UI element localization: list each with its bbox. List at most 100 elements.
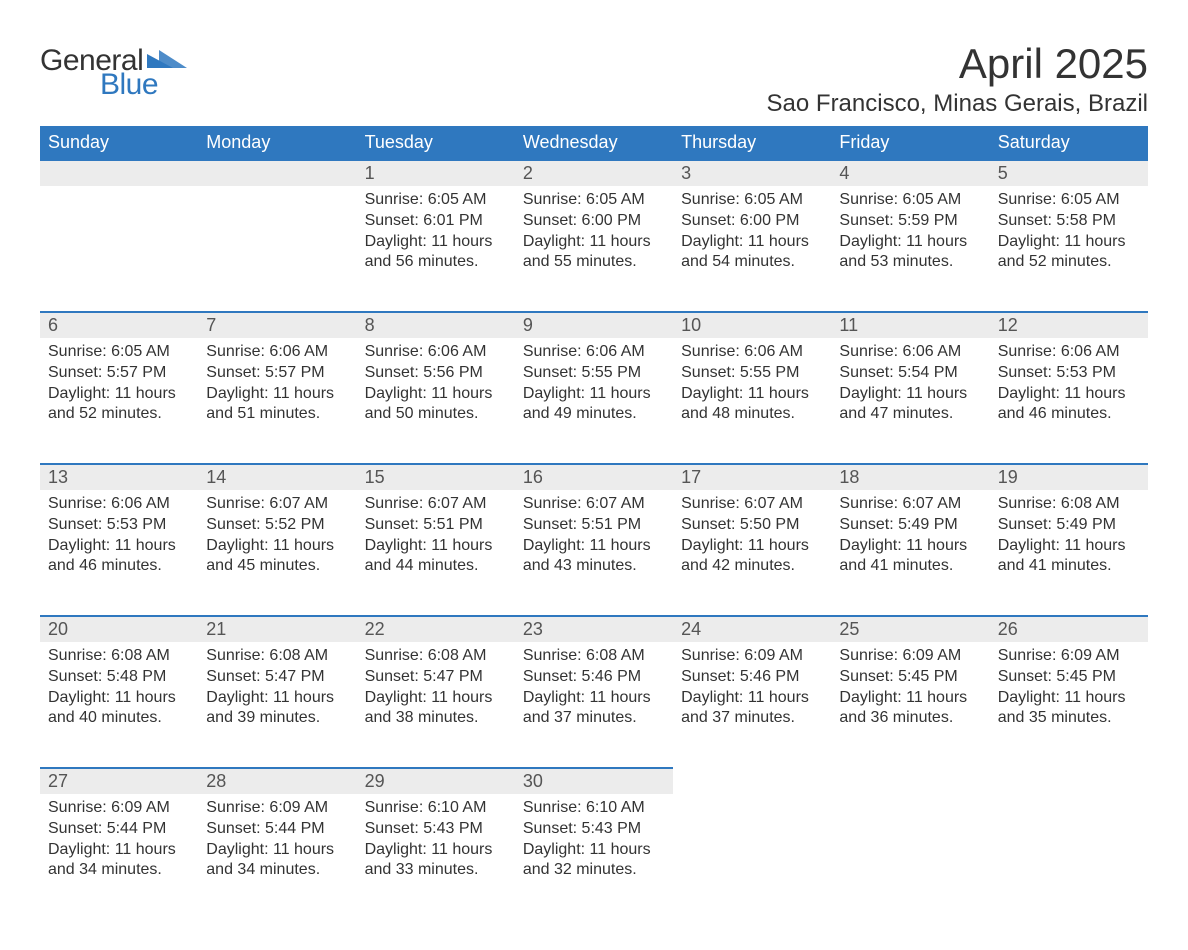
daylight-line: Daylight: 11 hours and 34 minutes. (206, 840, 346, 882)
sunrise-line: Sunrise: 6:06 AM (998, 342, 1138, 363)
sunrise-line: Sunrise: 6:05 AM (523, 190, 663, 211)
sunset-line: Sunset: 5:47 PM (365, 667, 505, 688)
daylight-line: Daylight: 11 hours and 41 minutes. (998, 536, 1138, 578)
day-number-cell: 28 (198, 768, 356, 794)
daylight-line: Daylight: 11 hours and 54 minutes. (681, 232, 821, 274)
daylight-line: Daylight: 11 hours and 43 minutes. (523, 536, 663, 578)
sunrise-line: Sunrise: 6:06 AM (523, 342, 663, 363)
sunrise-line: Sunrise: 6:07 AM (681, 494, 821, 515)
daylight-line: Daylight: 11 hours and 44 minutes. (365, 536, 505, 578)
day-body-cell: Sunrise: 6:07 AMSunset: 5:49 PMDaylight:… (831, 490, 989, 616)
day-number-cell: 17 (673, 464, 831, 490)
day-number-cell: 29 (357, 768, 515, 794)
day-number-cell: 24 (673, 616, 831, 642)
sunrise-line: Sunrise: 6:09 AM (839, 646, 979, 667)
day-number-row: 6789101112 (40, 312, 1148, 338)
day-body-cell: Sunrise: 6:07 AMSunset: 5:50 PMDaylight:… (673, 490, 831, 616)
sunset-line: Sunset: 5:45 PM (839, 667, 979, 688)
sunset-line: Sunset: 5:48 PM (48, 667, 188, 688)
sunset-line: Sunset: 5:55 PM (681, 363, 821, 384)
sunrise-line: Sunrise: 6:07 AM (839, 494, 979, 515)
daylight-line: Daylight: 11 hours and 38 minutes. (365, 688, 505, 730)
sunrise-line: Sunrise: 6:09 AM (998, 646, 1138, 667)
daylight-line: Daylight: 11 hours and 40 minutes. (48, 688, 188, 730)
logo: General Blue (40, 40, 187, 100)
day-body-row: Sunrise: 6:08 AMSunset: 5:48 PMDaylight:… (40, 642, 1148, 768)
day-body-cell: Sunrise: 6:05 AMSunset: 6:01 PMDaylight:… (357, 186, 515, 312)
day-body-cell (831, 794, 989, 920)
sunset-line: Sunset: 5:47 PM (206, 667, 346, 688)
day-number-cell: 9 (515, 312, 673, 338)
day-body-cell: Sunrise: 6:06 AMSunset: 5:56 PMDaylight:… (357, 338, 515, 464)
weekday-header: Sunday (40, 126, 198, 160)
day-body-cell: Sunrise: 6:08 AMSunset: 5:49 PMDaylight:… (990, 490, 1148, 616)
sunrise-line: Sunrise: 6:09 AM (48, 798, 188, 819)
sunrise-line: Sunrise: 6:08 AM (365, 646, 505, 667)
title-block: April 2025 Sao Francisco, Minas Gerais, … (767, 40, 1148, 118)
sunset-line: Sunset: 6:00 PM (523, 211, 663, 232)
sunrise-line: Sunrise: 6:09 AM (206, 798, 346, 819)
day-body-cell: Sunrise: 6:09 AMSunset: 5:45 PMDaylight:… (831, 642, 989, 768)
day-body-cell: Sunrise: 6:09 AMSunset: 5:46 PMDaylight:… (673, 642, 831, 768)
day-number-cell: 19 (990, 464, 1148, 490)
day-number-cell: 3 (673, 160, 831, 186)
day-body-cell (40, 186, 198, 312)
daylight-line: Daylight: 11 hours and 34 minutes. (48, 840, 188, 882)
day-number-cell: 15 (357, 464, 515, 490)
day-number-cell (831, 768, 989, 794)
sunset-line: Sunset: 5:53 PM (998, 363, 1138, 384)
sunset-line: Sunset: 5:58 PM (998, 211, 1138, 232)
sunrise-line: Sunrise: 6:08 AM (48, 646, 188, 667)
daylight-line: Daylight: 11 hours and 55 minutes. (523, 232, 663, 274)
day-body-cell: Sunrise: 6:06 AMSunset: 5:53 PMDaylight:… (40, 490, 198, 616)
day-number-cell (40, 160, 198, 186)
daylight-line: Daylight: 11 hours and 35 minutes. (998, 688, 1138, 730)
weekday-header: Monday (198, 126, 356, 160)
sunset-line: Sunset: 5:53 PM (48, 515, 188, 536)
sunrise-line: Sunrise: 6:05 AM (839, 190, 979, 211)
location-subtitle: Sao Francisco, Minas Gerais, Brazil (767, 90, 1148, 118)
day-body-cell: Sunrise: 6:08 AMSunset: 5:46 PMDaylight:… (515, 642, 673, 768)
day-number-cell: 16 (515, 464, 673, 490)
sunset-line: Sunset: 5:59 PM (839, 211, 979, 232)
day-body-cell: Sunrise: 6:05 AMSunset: 6:00 PMDaylight:… (673, 186, 831, 312)
sunset-line: Sunset: 5:45 PM (998, 667, 1138, 688)
sunset-line: Sunset: 5:55 PM (523, 363, 663, 384)
day-body-cell (990, 794, 1148, 920)
day-body-row: Sunrise: 6:09 AMSunset: 5:44 PMDaylight:… (40, 794, 1148, 920)
day-number-cell: 25 (831, 616, 989, 642)
day-body-cell: Sunrise: 6:10 AMSunset: 5:43 PMDaylight:… (515, 794, 673, 920)
daylight-line: Daylight: 11 hours and 42 minutes. (681, 536, 821, 578)
weekday-header: Wednesday (515, 126, 673, 160)
calendar-table: Sunday Monday Tuesday Wednesday Thursday… (40, 126, 1148, 920)
day-number-row: 20212223242526 (40, 616, 1148, 642)
day-number-cell: 8 (357, 312, 515, 338)
sunrise-line: Sunrise: 6:06 AM (681, 342, 821, 363)
day-number-cell: 10 (673, 312, 831, 338)
sunset-line: Sunset: 5:49 PM (839, 515, 979, 536)
sunset-line: Sunset: 5:46 PM (523, 667, 663, 688)
sunset-line: Sunset: 5:46 PM (681, 667, 821, 688)
daylight-line: Daylight: 11 hours and 52 minutes. (48, 384, 188, 426)
day-number-cell (990, 768, 1148, 794)
daylight-line: Daylight: 11 hours and 32 minutes. (523, 840, 663, 882)
sunrise-line: Sunrise: 6:07 AM (365, 494, 505, 515)
day-number-cell: 20 (40, 616, 198, 642)
daylight-line: Daylight: 11 hours and 56 minutes. (365, 232, 505, 274)
day-body-cell: Sunrise: 6:05 AMSunset: 5:59 PMDaylight:… (831, 186, 989, 312)
daylight-line: Daylight: 11 hours and 46 minutes. (48, 536, 188, 578)
daylight-line: Daylight: 11 hours and 33 minutes. (365, 840, 505, 882)
day-number-cell (673, 768, 831, 794)
day-number-row: 12345 (40, 160, 1148, 186)
sunrise-line: Sunrise: 6:10 AM (365, 798, 505, 819)
day-number-cell (198, 160, 356, 186)
day-body-cell (673, 794, 831, 920)
sunset-line: Sunset: 5:49 PM (998, 515, 1138, 536)
sunset-line: Sunset: 5:52 PM (206, 515, 346, 536)
day-body-row: Sunrise: 6:05 AMSunset: 5:57 PMDaylight:… (40, 338, 1148, 464)
daylight-line: Daylight: 11 hours and 37 minutes. (523, 688, 663, 730)
day-number-cell: 1 (357, 160, 515, 186)
weekday-header-row: Sunday Monday Tuesday Wednesday Thursday… (40, 126, 1148, 160)
day-body-cell: Sunrise: 6:09 AMSunset: 5:45 PMDaylight:… (990, 642, 1148, 768)
day-number-cell: 26 (990, 616, 1148, 642)
